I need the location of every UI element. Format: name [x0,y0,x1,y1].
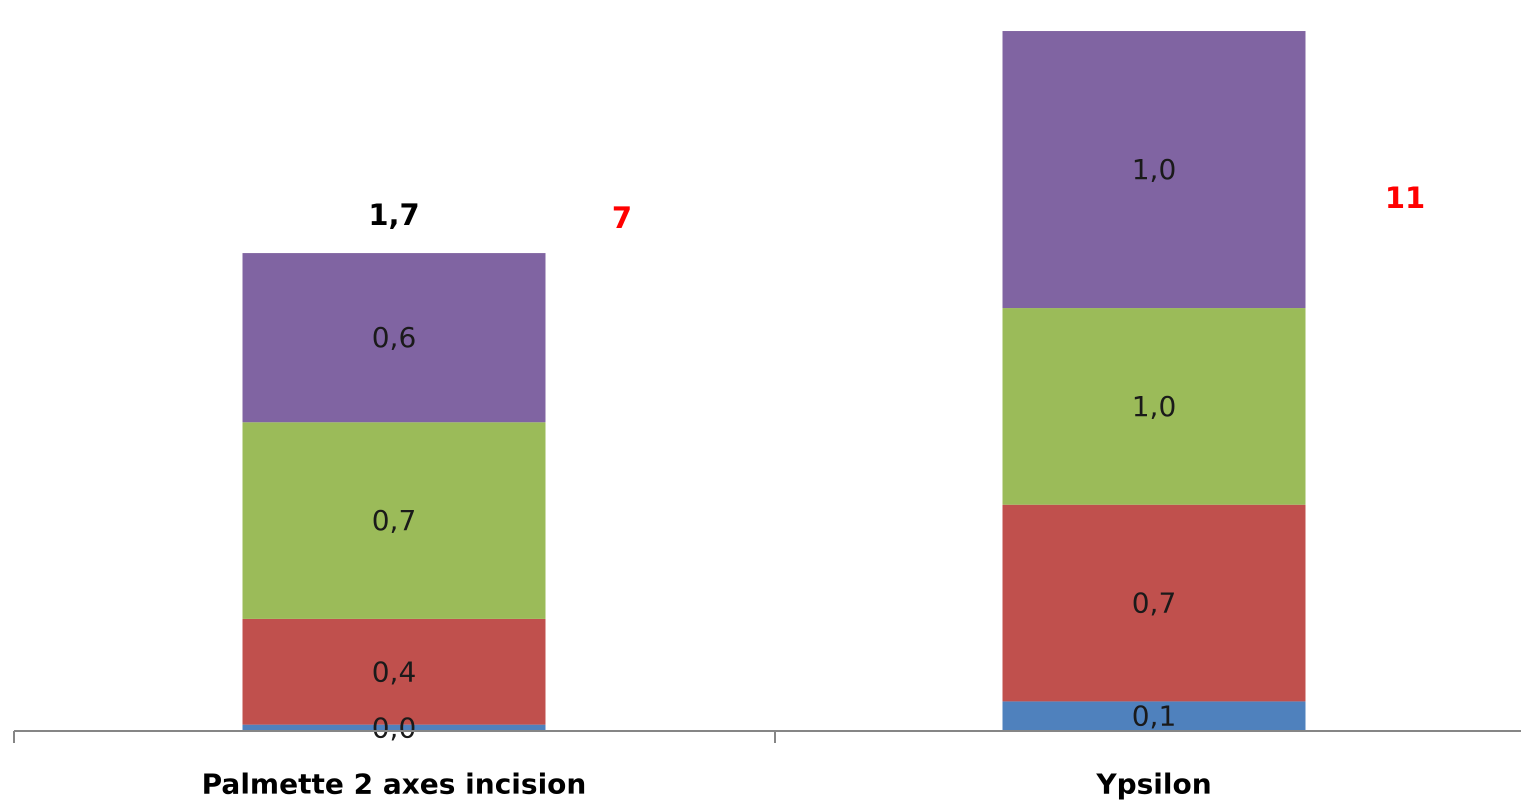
red-annotation-1: 7 [612,201,632,235]
bar-segment-2-1 [1002,701,1306,731]
data-label-1-3: 0,7 [372,504,417,537]
bar-segment-2-2 [1002,504,1306,702]
data-label-2-2: 0,7 [1132,587,1177,620]
bar-segment-1-1 [242,724,546,731]
data-label-2-4: 1,0 [1132,153,1177,186]
data-label-2-1: 0,1 [1132,700,1177,733]
category-label-1: Palmette 2 axes incision [202,768,587,801]
red-annotation-2: 11 [1385,181,1425,215]
annotations-layer: 1,7 7 11 [368,181,1425,235]
bar-segment-1-4 [242,253,546,423]
category-label-2: Ypsilon [1095,768,1211,801]
bar-segment-1-3 [242,422,546,619]
category-labels-layer: Palmette 2 axes incision Ypsilon [202,768,1212,801]
data-label-2-3: 1,0 [1132,390,1177,423]
bar-segment-2-3 [1002,308,1306,505]
bar-segment-2-4 [1002,31,1306,309]
bar-segment-1-2 [242,618,546,725]
total-label-1: 1,7 [368,198,419,232]
segment-labels-layer: 0,0 0,4 0,7 0,6 0,1 0,7 1,0 1,0 [372,153,1177,744]
data-label-1-2: 0,4 [372,655,417,688]
data-label-1-4: 0,6 [372,321,417,354]
data-label-1-1: 0,0 [372,711,417,744]
bars-layer [242,31,1306,731]
